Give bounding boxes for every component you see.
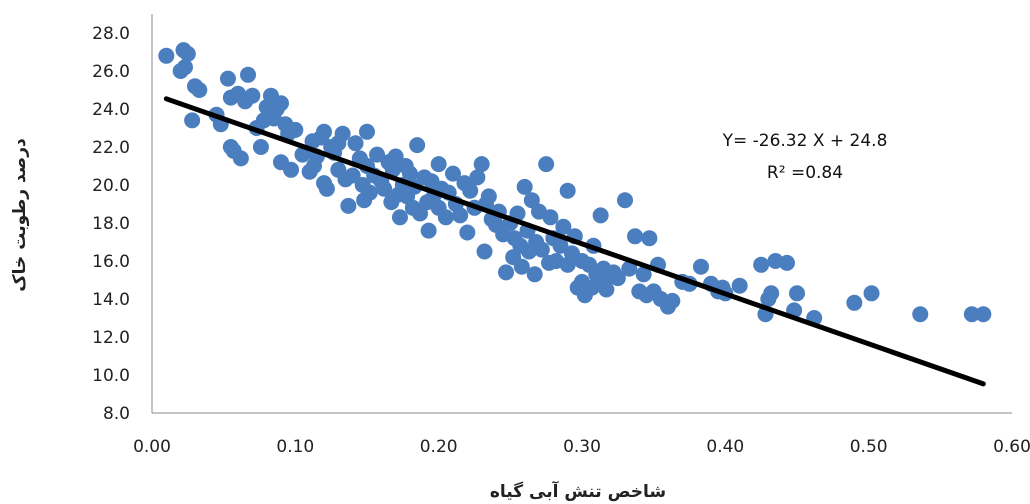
trendline [163, 96, 986, 387]
data-point [240, 66, 257, 83]
x-tick-label: 0.20 [420, 437, 458, 457]
data-point [387, 148, 404, 165]
data-point [753, 256, 770, 273]
data-point [473, 156, 490, 173]
y-tick-labels: 8.0 10.0 12.0 14.0 16.0 18.0 20.0 22.0 24.0 26.0 2… [92, 24, 130, 424]
data-point [498, 264, 515, 281]
y-tick-label: 10.0 [92, 366, 130, 386]
y-tick-label: 24.0 [92, 100, 130, 120]
x-tick-label: 0.30 [563, 437, 601, 457]
r-squared-label: R² =0.84 [767, 163, 843, 183]
data-points [158, 42, 992, 326]
data-point [621, 260, 638, 277]
data-point [664, 292, 681, 309]
data-point [294, 146, 311, 163]
data-point [184, 112, 201, 129]
y-tick-label: 8.0 [103, 404, 130, 424]
data-point [592, 207, 609, 224]
y-tick-label: 18.0 [92, 214, 130, 234]
data-point [340, 197, 357, 214]
x-axis-title: شاخص تنش آبی گیاه [490, 480, 666, 502]
data-point [334, 125, 351, 142]
data-point [191, 82, 208, 98]
y-tick-label: 16.0 [92, 252, 130, 272]
trendline-equation: Y= -26.32 X + 24.8 [722, 131, 888, 151]
y-axis-title: درصد رطوبت خاک [10, 138, 30, 292]
data-point [420, 222, 437, 239]
y-tick-label: 14.0 [92, 290, 130, 310]
data-point [609, 270, 626, 287]
data-point [863, 285, 880, 302]
data-point [846, 294, 863, 311]
data-point [635, 266, 652, 283]
data-point [158, 47, 175, 64]
data-point [318, 180, 335, 197]
data-point [692, 258, 709, 275]
data-point [763, 285, 780, 302]
y-tick-label: 28.0 [92, 24, 130, 44]
data-point [232, 150, 249, 167]
data-point [273, 95, 289, 112]
y-tick-label: 26.0 [92, 62, 130, 82]
data-point [445, 165, 461, 182]
data-point [559, 182, 576, 199]
data-point [513, 258, 530, 275]
data-point [316, 123, 332, 140]
data-point [219, 70, 236, 87]
data-point [412, 205, 429, 222]
data-point [542, 209, 559, 226]
data-point [641, 230, 658, 247]
data-point [287, 121, 304, 138]
data-point [459, 224, 476, 241]
data-point [963, 306, 980, 323]
data-point [430, 156, 447, 173]
data-point [975, 306, 992, 323]
data-point [462, 182, 479, 199]
data-point [376, 180, 393, 197]
data-point [344, 167, 361, 184]
data-point [469, 169, 486, 186]
data-point [476, 243, 493, 260]
y-tick-label: 20.0 [92, 176, 130, 196]
x-tick-label: 0.00 [133, 437, 171, 457]
data-point [538, 156, 555, 173]
x-tick-label: 0.10 [276, 437, 314, 457]
data-point [361, 184, 378, 201]
data-point [526, 266, 543, 283]
data-point [912, 306, 929, 323]
data-point [523, 192, 540, 209]
y-tick-label: 12.0 [92, 328, 130, 348]
data-point [176, 59, 193, 76]
data-point [369, 146, 386, 163]
axes [151, 14, 1012, 414]
data-point [778, 254, 795, 271]
data-point [347, 135, 364, 152]
data-point [533, 241, 550, 258]
data-point [409, 137, 426, 154]
data-point [179, 45, 196, 62]
y-tick-label: 22.0 [92, 138, 130, 158]
data-point [627, 228, 644, 245]
x-tick-label: 0.40 [706, 437, 744, 457]
data-point [516, 178, 533, 195]
data-point [552, 237, 569, 254]
data-point [452, 207, 469, 224]
data-point [402, 165, 418, 182]
data-point [731, 277, 748, 294]
data-point [252, 139, 269, 155]
x-tick-label: 0.60 [993, 437, 1030, 457]
x-tick-labels: 0.00 0.10 0.20 0.30 0.40 0.50 0.60 [133, 437, 1030, 457]
x-tick-label: 0.50 [850, 437, 888, 457]
data-point [244, 87, 261, 104]
data-point [617, 192, 633, 209]
data-point [480, 188, 497, 205]
data-point [391, 209, 408, 226]
data-point [437, 209, 454, 226]
data-point [359, 123, 375, 140]
data-point [789, 285, 805, 302]
data-point [283, 161, 300, 178]
data-point [598, 281, 615, 298]
data-point [555, 218, 572, 235]
